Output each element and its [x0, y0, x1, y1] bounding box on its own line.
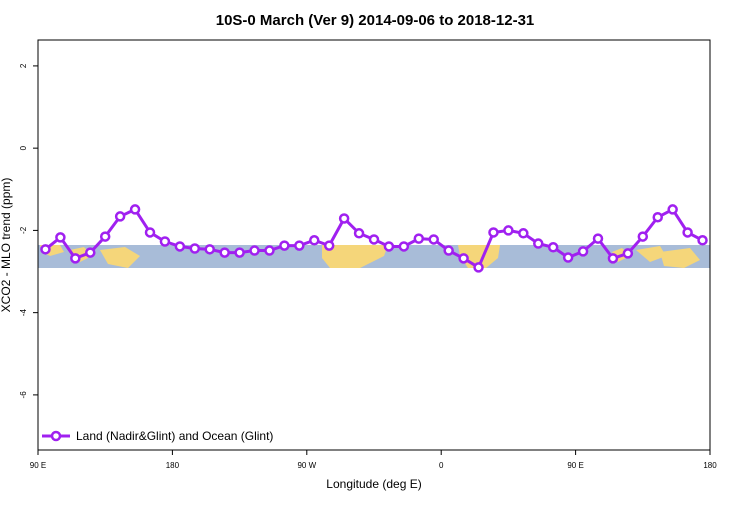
data-point [70, 253, 81, 264]
data-point [338, 213, 350, 224]
data-point [413, 233, 425, 244]
x-tick-label: 180 [703, 461, 717, 470]
data-point [368, 234, 380, 245]
data-point [309, 235, 320, 246]
data-point [682, 227, 693, 238]
data-point [473, 262, 484, 273]
data-point [562, 252, 574, 263]
data-point [652, 211, 663, 223]
data-point [398, 241, 410, 252]
data-point [353, 228, 365, 239]
data-point [637, 231, 649, 242]
x-tick-label: 90 E [567, 461, 583, 470]
legend-label: Land (Nadir&Glint) and Ocean (Glint) [76, 429, 273, 443]
data-point [294, 240, 305, 251]
legend-marker [50, 430, 62, 442]
data-point [697, 235, 708, 246]
y-tick-label: -2 [19, 226, 28, 234]
data-point [458, 253, 469, 264]
x-tick-label: 180 [166, 461, 180, 470]
data-point [547, 242, 559, 253]
data-point [323, 240, 335, 251]
data-point [144, 227, 156, 238]
data-point [443, 245, 454, 256]
data-point [607, 253, 619, 264]
data-point [189, 243, 201, 254]
data-point [279, 240, 290, 251]
data-point [577, 246, 589, 257]
y-tick-label: 0 [19, 145, 28, 150]
data-point [204, 244, 215, 255]
data-point [533, 238, 544, 249]
data-point [234, 247, 245, 258]
legend-box [39, 424, 289, 449]
y-axis-label: XCO2 - MLO trend (ppm) [0, 178, 13, 313]
x-axis-label: Longitude (deg E) [326, 477, 421, 491]
data-point [219, 247, 230, 258]
data-point [383, 241, 395, 252]
x-tick-label: 90 W [297, 461, 316, 470]
data-point [249, 245, 260, 256]
data-point [428, 234, 439, 245]
x-tick-label: 90 E [30, 461, 46, 470]
data-point [592, 233, 604, 244]
data-point [264, 245, 275, 256]
data-point [114, 211, 126, 222]
y-tick-label: 2 [19, 63, 28, 68]
data-point [518, 228, 529, 239]
data-point [174, 241, 186, 252]
y-tick-label: -4 [19, 309, 28, 317]
y-tick-label: -6 [19, 391, 28, 399]
data-point [40, 244, 51, 255]
data-point [85, 247, 96, 258]
plot-frame [37, 39, 711, 451]
chart-title: 10S-0 March (Ver 9) 2014-09-06 to 2018-1… [216, 12, 535, 29]
data-point [622, 248, 634, 259]
data-point [129, 204, 141, 215]
data-point [503, 225, 514, 236]
data-point [488, 227, 499, 238]
data-point [55, 232, 66, 243]
legend: Land (Nadir&Glint) and Ocean (Glint) [39, 424, 289, 449]
x-tick-label: 0 [439, 461, 444, 470]
data-point [99, 231, 111, 242]
data-point [159, 236, 171, 247]
data-point [667, 204, 678, 215]
